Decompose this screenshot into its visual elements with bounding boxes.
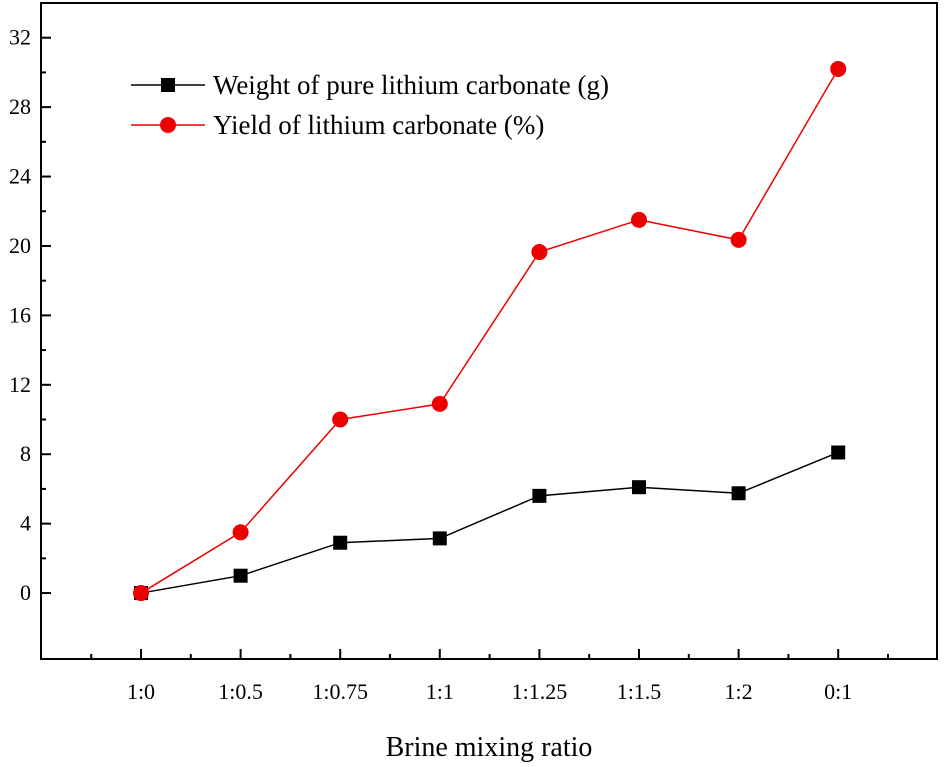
- data-point: [631, 211, 647, 228]
- y-tick-label: 20: [9, 233, 31, 258]
- x-tick-label: 1:2: [725, 679, 753, 704]
- legend-label: Yield of lithium carbonate (%): [213, 110, 544, 140]
- x-tick-label: 1:0.5: [218, 679, 263, 704]
- x-tick-label: 1:0.75: [312, 679, 368, 704]
- data-point: [133, 585, 149, 602]
- data-point: [830, 60, 847, 77]
- x-tick-label: 1:0: [127, 679, 155, 704]
- x-tick-label: 0:1: [824, 679, 852, 704]
- y-axis-tick-labels: 0 4 8 12 16 20 24 28 32: [9, 25, 31, 605]
- data-point: [731, 486, 746, 501]
- data-point: [431, 395, 448, 412]
- data-point: [233, 568, 248, 583]
- y-tick-label: 32: [9, 25, 31, 50]
- data-point: [531, 244, 548, 261]
- data-point: [632, 480, 646, 495]
- axis-ticks: [41, 36, 889, 659]
- y-tick-label: 0: [20, 580, 31, 605]
- y-tick-label: 28: [9, 94, 31, 119]
- data-point: [532, 488, 547, 503]
- data-point: [333, 535, 348, 550]
- y-tick-label: 12: [9, 372, 31, 397]
- legend-marker: [160, 117, 176, 133]
- y-tick-label: 16: [9, 302, 31, 327]
- x-tick-label: 1:1.25: [512, 679, 568, 704]
- y-tick-label: 24: [9, 164, 31, 189]
- series-line: [140, 68, 839, 594]
- series-2: [133, 60, 847, 602]
- data-point: [831, 445, 846, 460]
- data-point: [730, 231, 747, 248]
- x-axis-tick-labels: 1:0 1:0.5 1:0.75 1:1 1:1.25 1:1.5 1:2 0:1: [127, 679, 852, 704]
- x-axis-title: Brine mixing ratio: [386, 732, 593, 763]
- data-point: [232, 524, 249, 541]
- plot-frame: [40, 2, 938, 660]
- x-tick-label: 1:1: [426, 679, 454, 704]
- series-1: [134, 445, 846, 601]
- series-layer: [133, 60, 847, 602]
- x-tick-label: 1:1.5: [617, 679, 662, 704]
- y-tick-label: 8: [20, 441, 31, 466]
- data-point: [332, 411, 349, 428]
- data-point: [432, 531, 447, 546]
- legend: Weight of pure lithium carbonate (g) Yiel…: [131, 70, 609, 140]
- series-line: [140, 451, 839, 594]
- legend-label: Weight of pure lithium carbonate (g): [213, 70, 609, 100]
- legend-marker: [161, 78, 175, 92]
- y-tick-label: 4: [20, 511, 31, 536]
